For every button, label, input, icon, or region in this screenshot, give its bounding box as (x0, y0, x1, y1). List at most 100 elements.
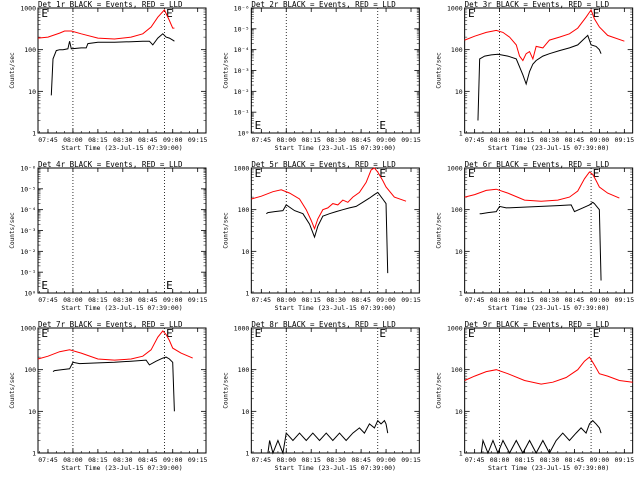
x-axis-title: Start Time (23-Jul-15 07:39:00) (488, 464, 609, 472)
panel-1: Det 1r BLACK = Events, RED = LLD 07:45 08:… (9, 0, 208, 152)
x-tick-label: 08:45 (565, 136, 585, 144)
event-e-marker: E (468, 327, 475, 340)
x-tick-label: 08:45 (351, 456, 371, 464)
y-tick-label: 10⁰ (238, 130, 250, 138)
x-tick-label: 08:15 (88, 136, 108, 144)
y-tick-label: 1 (245, 290, 249, 298)
x-axis-title: Start Time (23-Jul-15 07:39:00) (488, 304, 609, 312)
y-tick-label: 1000 (447, 5, 463, 13)
x-tick-label: 09:15 (615, 296, 635, 304)
y-tick-label: 1000 (447, 325, 463, 333)
x-axis-title: Start Time (23-Jul-15 07:39:00) (275, 464, 396, 472)
x-tick-label: 08:00 (490, 456, 510, 464)
x-tick-label: 09:00 (376, 296, 396, 304)
y-tick-label: 10 (28, 88, 36, 96)
y-axis-title: Counts/sec (9, 212, 16, 249)
x-tick-label: 09:15 (401, 456, 421, 464)
y-tick-label: 1 (32, 450, 36, 458)
x-tick-label: 07:45 (252, 296, 272, 304)
y-tick-label: 100 (451, 366, 463, 374)
event-e-marker: E (379, 119, 386, 132)
x-tick-label: 08:45 (138, 136, 158, 144)
x-tick-label: 09:15 (615, 136, 635, 144)
x-tick-label: 08:30 (540, 136, 560, 144)
y-tick-label: 100 (451, 46, 463, 54)
x-axis-title: Start Time (23-Jul-15 07:39:00) (275, 144, 396, 152)
y-tick-label: 10 (455, 408, 463, 416)
x-tick-label: 09:00 (163, 456, 183, 464)
x-tick-label: 08:45 (565, 456, 585, 464)
y-tick-label: 1 (459, 290, 463, 298)
event-e-marker: E (593, 327, 600, 340)
event-e-marker: E (41, 279, 48, 292)
x-tick-label: 09:00 (163, 296, 183, 304)
y-tick-label: 100 (238, 366, 250, 374)
x-tick-label: 08:15 (515, 136, 535, 144)
lld-series-line (37, 330, 193, 361)
x-tick-label: 08:15 (88, 296, 108, 304)
y-tick-label: 10 (455, 88, 463, 96)
y-tick-label: 10⁻⁶ (234, 5, 250, 13)
panel-2: Det 2r BLACK = Events, RED = LLD 07:45 08:… (222, 0, 421, 152)
panel-title: Det 2r BLACK = Events, RED = LLD (251, 0, 396, 9)
y-tick-label: 10⁻⁵ (234, 25, 250, 33)
x-tick-label: 09:00 (376, 456, 396, 464)
y-tick-label: 10⁻⁴ (234, 46, 250, 54)
panel-9: Det 9r BLACK = Events, RED = LLD 07:45 08:… (436, 320, 635, 472)
panel-4: Det 4r BLACK = Events, RED = LLD 07:45 08:… (9, 160, 208, 312)
x-tick-label: 08:45 (351, 136, 371, 144)
plot-frame (464, 327, 634, 454)
x-axis-title: Start Time (23-Jul-15 07:39:00) (488, 144, 609, 152)
x-tick-label: 08:15 (88, 456, 108, 464)
x-tick-label: 08:30 (113, 456, 133, 464)
event-e-marker: E (379, 167, 386, 180)
events-series-line (477, 34, 602, 121)
x-tick-label: 08:00 (490, 136, 510, 144)
x-tick-label: 07:45 (465, 296, 485, 304)
panel-3: Det 3r BLACK = Events, RED = LLD 07:45 08:… (436, 0, 635, 152)
x-tick-label: 08:15 (301, 456, 321, 464)
plot-frame (37, 167, 207, 294)
panel-title: Det 7r BLACK = Events, RED = LLD (38, 320, 183, 329)
y-tick-label: 100 (24, 46, 36, 54)
x-axis-title: Start Time (23-Jul-15 07:39:00) (61, 304, 182, 312)
x-tick-label: 09:00 (376, 136, 396, 144)
x-tick-label: 08:30 (326, 456, 346, 464)
y-axis-title: Counts/sec (436, 52, 443, 89)
y-axis-title: Counts/sec (222, 52, 229, 89)
x-tick-label: 08:15 (301, 296, 321, 304)
panel-title: Det 5r BLACK = Events, RED = LLD (251, 160, 396, 169)
x-tick-label: 08:15 (301, 136, 321, 144)
x-tick-label: 08:00 (276, 136, 296, 144)
y-tick-label: 10⁻¹ (20, 269, 36, 277)
x-tick-label: 07:45 (465, 136, 485, 144)
x-tick-label: 08:30 (540, 296, 560, 304)
events-series-line (267, 419, 389, 455)
panel-7: Det 7r BLACK = Events, RED = LLD 07:45 08:… (9, 320, 208, 472)
lld-series-line (464, 356, 633, 385)
y-axis-title: Counts/sec (436, 212, 443, 249)
lld-series-line (464, 171, 620, 202)
y-tick-label: 1 (245, 450, 249, 458)
event-e-marker: E (593, 167, 600, 180)
y-tick-label: 100 (451, 206, 463, 214)
y-axis-title: Counts/sec (9, 372, 16, 409)
plot-frame (250, 327, 420, 454)
x-tick-label: 08:00 (63, 456, 83, 464)
y-axis-title: Counts/sec (222, 372, 229, 409)
x-tick-label: 09:15 (188, 456, 208, 464)
x-tick-label: 08:45 (351, 296, 371, 304)
x-tick-label: 09:00 (590, 456, 610, 464)
x-tick-label: 08:15 (515, 456, 535, 464)
y-tick-label: 1000 (234, 165, 250, 173)
y-tick-label: 1000 (234, 325, 250, 333)
y-tick-label: 1 (32, 130, 36, 138)
plot-frame (464, 7, 634, 134)
events-series-line (52, 356, 175, 412)
x-tick-label: 08:00 (63, 296, 83, 304)
x-tick-label: 08:45 (138, 456, 158, 464)
x-tick-label: 07:45 (38, 296, 58, 304)
lld-series-line (464, 8, 625, 62)
y-tick-label: 1 (459, 450, 463, 458)
